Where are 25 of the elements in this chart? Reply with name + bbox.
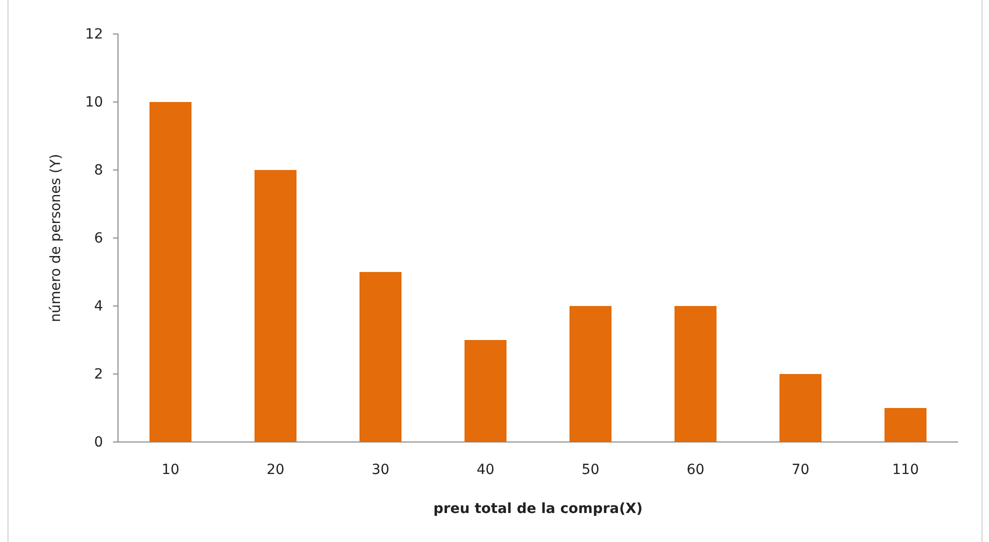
y-axis-title: número de persones (Y) — [48, 154, 64, 322]
y-tick-label: 6 — [94, 230, 104, 246]
x-tick-label: 30 — [372, 462, 390, 478]
x-tick-label: 60 — [686, 462, 704, 478]
y-tick-label: 4 — [94, 298, 104, 314]
bar — [884, 408, 926, 442]
bar — [570, 306, 612, 442]
bar — [254, 170, 296, 442]
y-tick-label: 10 — [85, 94, 103, 110]
bar — [360, 272, 402, 442]
x-tick-label: 40 — [476, 462, 494, 478]
y-tick-label: 8 — [94, 162, 103, 178]
y-tick-label: 2 — [94, 366, 103, 382]
y-tick-label: 12 — [85, 26, 103, 42]
y-tick-label: 0 — [94, 434, 103, 450]
bar — [674, 306, 716, 442]
x-tick-label: 50 — [582, 462, 600, 478]
bar — [150, 102, 192, 442]
x-tick-label: 70 — [792, 462, 810, 478]
x-axis-title: preu total de la compra(X) — [433, 501, 643, 517]
x-tick-label: 10 — [162, 462, 180, 478]
bar — [464, 340, 506, 442]
x-tick-label: 110 — [892, 462, 919, 478]
x-tick-label: 20 — [266, 462, 284, 478]
bar — [780, 374, 822, 442]
